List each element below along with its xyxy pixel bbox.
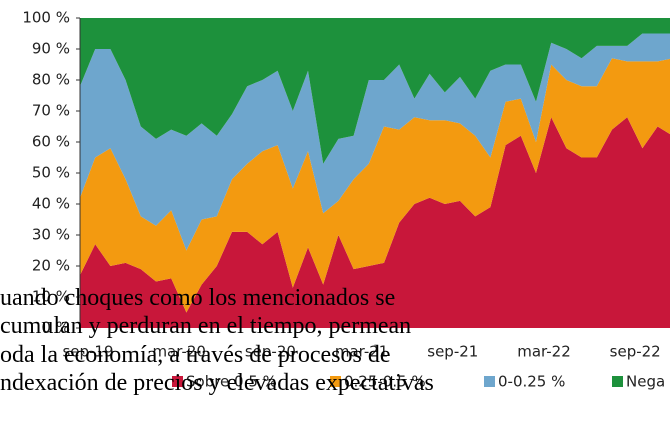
x-tick-label: mar-21 (335, 343, 389, 361)
y-tick-label: 50 % (32, 164, 70, 182)
paragraph-line: cumulan y perduran en el tiempo, permean (0, 313, 411, 339)
legend-label: Sobre 0.5 % (186, 373, 277, 391)
y-tick-label: 70 % (32, 102, 70, 120)
x-tick-label: sep-22 (610, 343, 661, 361)
y-tick-label: 30 % (32, 226, 70, 244)
legend-swatch (484, 376, 495, 387)
legend-swatch (172, 376, 183, 387)
y-tick-label: 90 % (32, 40, 70, 58)
x-tick-label: sep-21 (427, 343, 478, 361)
area (80, 33, 670, 251)
y-tick-label: 40 % (32, 195, 70, 213)
y-tick-label: 20 % (32, 257, 70, 275)
area (80, 58, 670, 313)
y-tick-label: 60 % (32, 133, 70, 151)
y-tick-label: 100 % (22, 9, 70, 27)
y-tick-label: 80 % (32, 71, 70, 89)
legend-label: Nega (626, 373, 665, 391)
x-tick-label: mar-22 (517, 343, 571, 361)
paragraph-line: uando choques como los mencionados se (0, 285, 395, 311)
legend-swatch (612, 376, 623, 387)
paragraph-line: oda la economía, a través de procesos de (0, 342, 391, 368)
legend-swatch (330, 376, 341, 387)
y-tick-label: 10 % (32, 288, 70, 306)
x-tick-label: sep-20 (245, 343, 296, 361)
y-tick-label: 0 % (41, 319, 70, 337)
legend-label: 0.25-0.5 % (344, 373, 426, 391)
plot-area (80, 18, 670, 328)
paragraph-line: ndexación de precios y elevadas expectat… (0, 370, 434, 396)
area (80, 18, 670, 164)
area (80, 117, 670, 328)
legend-label: 0-0.25 % (498, 373, 565, 391)
x-tick-label: sep-19 (62, 343, 113, 361)
x-tick-label: mar-20 (152, 343, 206, 361)
